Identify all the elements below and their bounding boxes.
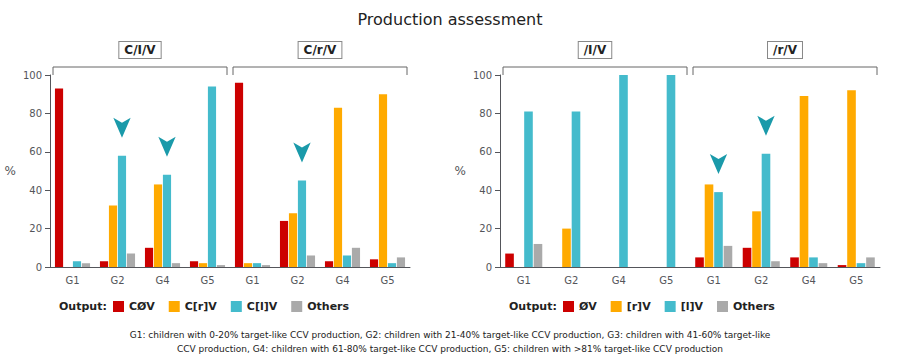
svg-text:Output:: Output: [59,300,107,313]
svg-text:CCV production, G4: children w: CCV production, G4: children with 61-80%… [177,344,723,354]
svg-text:G1: G1 [245,275,259,286]
svg-text:C/I/V: C/I/V [124,43,156,57]
svg-text:G5: G5 [200,275,214,286]
svg-text:G4: G4 [612,275,626,286]
svg-text:40: 40 [479,185,492,196]
svg-text:60: 60 [479,146,492,157]
svg-text:G4: G4 [335,275,349,286]
svg-text:/I/V: /I/V [584,43,607,57]
svg-text:G2: G2 [110,275,124,286]
svg-text:C[r]V: C[r]V [185,300,218,313]
svg-text:100: 100 [473,70,492,81]
svg-text:%: % [455,164,466,178]
svg-text:G4: G4 [155,275,169,286]
svg-text:CØV: CØV [129,300,155,313]
svg-text:20: 20 [29,223,42,234]
svg-text:[l]V: [l]V [681,300,704,313]
svg-text:60: 60 [29,146,42,157]
svg-text:G1: G1 [707,275,721,286]
svg-text:G2: G2 [564,275,578,286]
svg-text:20: 20 [479,223,492,234]
svg-text:%: % [5,164,16,178]
svg-text:0: 0 [36,262,42,273]
svg-text:G1: G1 [65,275,79,286]
svg-text:[r]V: [r]V [627,300,651,313]
svg-text:G5: G5 [659,275,673,286]
svg-text:G1: G1 [517,275,531,286]
svg-text:ØV: ØV [579,300,597,313]
svg-text:G5: G5 [380,275,394,286]
svg-text:100: 100 [23,70,42,81]
svg-text:40: 40 [29,185,42,196]
svg-text:G5: G5 [849,275,863,286]
svg-text:Output:: Output: [509,300,557,313]
svg-text:0: 0 [486,262,492,273]
svg-text:80: 80 [29,108,42,119]
svg-text:C[l]V: C[l]V [247,300,278,313]
svg-text:Others: Others [733,300,775,313]
svg-text:G2: G2 [290,275,304,286]
svg-text:Others: Others [307,300,349,313]
svg-text:/r/V: /r/V [773,43,798,57]
svg-text:C/r/V: C/r/V [304,43,337,57]
svg-text:Production assessment: Production assessment [357,10,542,29]
svg-text:G2: G2 [754,275,768,286]
svg-text:80: 80 [479,108,492,119]
svg-text:G4: G4 [802,275,816,286]
svg-text:G1: children with 0-20% target: G1: children with 0-20% target-like CCV … [130,330,771,340]
